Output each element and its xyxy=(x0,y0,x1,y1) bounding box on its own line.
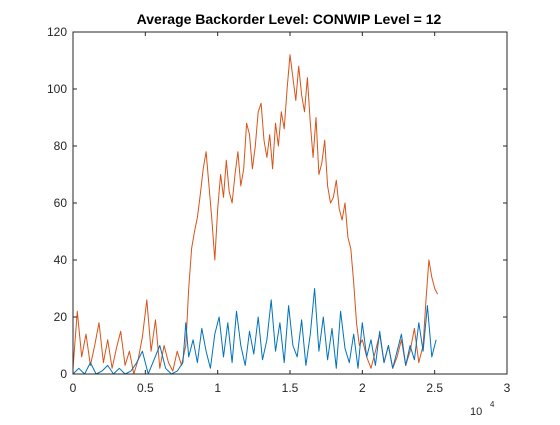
x-tick-label: 3 xyxy=(504,381,511,395)
y-tick-label: 100 xyxy=(47,82,67,96)
x-tick-label: 2.5 xyxy=(426,381,443,395)
x-tick-label: 2 xyxy=(359,381,366,395)
series-line-1 xyxy=(72,54,439,375)
y-tick-label: 20 xyxy=(54,310,68,324)
y-tick-label: 120 xyxy=(47,25,67,39)
y-tick-label: 80 xyxy=(54,139,68,153)
x-axis: 0 0.5 1 1.5 2 2.5 3 xyxy=(70,32,511,395)
y-axis: 0 20 40 60 80 100 120 xyxy=(47,25,507,381)
x-tick-label: 0 xyxy=(70,381,77,395)
x-axis-exponent: 10 4 xyxy=(470,400,495,418)
x-exponent-power: 4 xyxy=(490,400,495,409)
x-tick-label: 1 xyxy=(214,381,221,395)
x-tick-label: 0.5 xyxy=(137,381,154,395)
plot-lines xyxy=(72,54,439,375)
x-exponent-base: 10 xyxy=(470,406,482,418)
x-tick-label: 1.5 xyxy=(282,381,299,395)
y-tick-label: 60 xyxy=(54,196,68,210)
series-line-2 xyxy=(72,288,437,375)
y-tick-label: 0 xyxy=(60,367,67,381)
chart-title: Average Backorder Level: CONWIP Level = … xyxy=(137,11,442,27)
y-tick-label: 40 xyxy=(54,253,68,267)
